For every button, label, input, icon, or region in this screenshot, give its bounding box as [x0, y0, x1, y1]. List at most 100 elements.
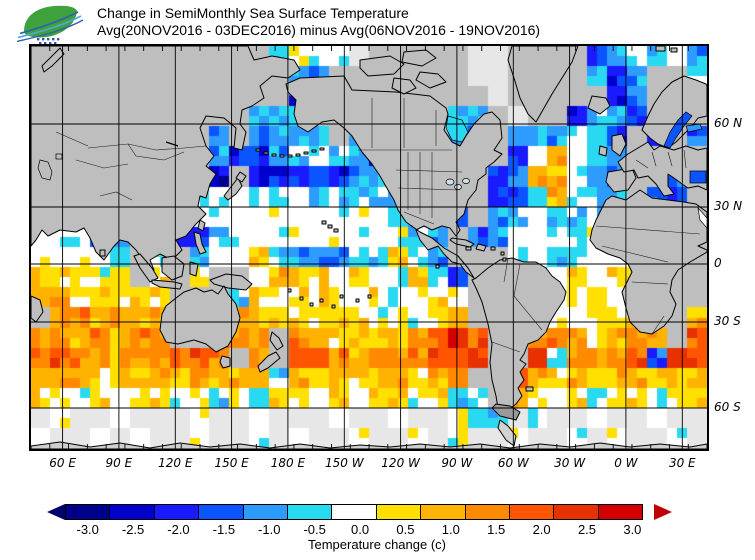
land-new-guinea — [209, 273, 253, 291]
land-uk — [611, 133, 627, 157]
lon-label: 180 E — [270, 456, 306, 470]
land-antarctic-peninsula — [497, 419, 517, 447]
land-europe — [617, 141, 707, 197]
land-arctic-island-3 — [415, 71, 447, 89]
colorbar-tick-label: 1.5 — [487, 522, 506, 537]
colorbar-segment — [153, 504, 200, 520]
land-taiwan — [197, 219, 206, 232]
lon-label: 90 W — [441, 456, 473, 470]
colorbar-segment — [375, 504, 422, 520]
lat-label: 30 N — [714, 199, 743, 213]
land-java — [151, 279, 183, 290]
colorbar-tick-label: 1.0 — [441, 522, 460, 537]
lon-label: 150 E — [214, 456, 249, 470]
colorbar-tick-label: -2.0 — [167, 522, 190, 537]
land-svalbard — [655, 46, 666, 52]
lon-label: 30 W — [554, 456, 586, 470]
great-lakes — [445, 178, 470, 190]
land-greenland — [507, 46, 579, 123]
lon-label: 0 W — [614, 456, 638, 470]
lon-label: 120 W — [381, 456, 420, 470]
land-pacific-islands — [287, 264, 440, 309]
land-hawaii — [321, 220, 339, 233]
noaa-leaf-logo — [16, 5, 84, 45]
colorbar-segment — [508, 504, 555, 520]
lake-baikal — [165, 141, 179, 147]
lon-label: 90 E — [105, 456, 133, 470]
colorbar-tick-label: -1.0 — [258, 522, 281, 537]
land-tierra-del-fuego — [491, 403, 521, 421]
land-antilles-1 — [500, 251, 505, 256]
baltic-sea-water — [663, 111, 693, 149]
land-japan — [223, 177, 243, 201]
land-arctic-island-2 — [401, 49, 437, 67]
land-borneo — [161, 255, 185, 281]
colorbar-segment — [198, 504, 244, 520]
title-line-1: Change in SemiMonthly Sea Surface Temper… — [97, 5, 409, 21]
title-line-2: Avg(20NOV2016 - 03DEC2016) minus Avg(06N… — [97, 22, 541, 38]
colorbar — [65, 504, 644, 520]
land-puerto-rico — [490, 246, 496, 251]
land-scandinavia — [641, 75, 707, 149]
wave-line-2 — [17, 15, 82, 39]
land-south-america — [471, 257, 567, 411]
colorbar-segment — [420, 504, 466, 520]
lat-label: 0 — [714, 256, 722, 270]
land-arctic-island-4 — [391, 77, 417, 95]
colorbar-segment — [331, 504, 377, 520]
colorbar-left-arrow — [47, 504, 65, 520]
wave-line-1 — [19, 11, 79, 35]
black-sea-water — [689, 170, 707, 184]
colorbar-tick-label: 3.0 — [623, 522, 642, 537]
land-sulawesi — [189, 261, 199, 277]
land-arctic-island-1 — [359, 55, 405, 77]
map-titles: Change in SemiMonthly Sea Surface Temper… — [97, 5, 540, 39]
land-hokkaido — [235, 171, 247, 183]
land-eurasia — [31, 46, 301, 271]
land-sri-lanka — [99, 249, 106, 257]
land-philippines — [193, 231, 207, 255]
leaf-shape — [24, 5, 77, 38]
lon-label: 60 E — [49, 456, 76, 470]
colorbar-segment — [109, 504, 155, 520]
red-sea-water — [697, 206, 707, 229]
land-novaya-zemlya — [41, 47, 65, 73]
land-antilles-2 — [502, 257, 507, 262]
colorbar-tick-label: 0.0 — [351, 522, 370, 537]
land-africa — [589, 189, 707, 335]
lat-label: 30 S — [714, 314, 741, 328]
land-australia — [159, 285, 241, 353]
colorbar-tick-label: 2.5 — [577, 522, 597, 537]
colorbar-tick-label: 0.5 — [396, 522, 415, 537]
land-iberia — [605, 167, 637, 193]
colorbar-tick-labels: -3.0 -2.5 -2.0 -1.5 -1.0 -0.5 0.0 0.5 1.0 1.5 2.0 2… — [65, 522, 655, 537]
map-frame — [29, 44, 709, 451]
land-jamaica — [465, 246, 472, 251]
colorbar-tick-label: -1.5 — [212, 522, 236, 537]
colorbar-right-arrow — [654, 504, 673, 520]
lon-label: 120 E — [158, 456, 193, 470]
logo-caption-marks — [37, 38, 60, 45]
graticule-layer — [31, 46, 707, 449]
gulf-of-finland-water — [685, 123, 703, 133]
land-ireland — [598, 145, 608, 157]
land-north-america — [285, 75, 503, 279]
lon-label: 60 W — [497, 456, 529, 470]
colorbar-tick-label: -3.0 — [76, 522, 99, 537]
land-aleutians — [255, 147, 325, 158]
land-hispaniola — [475, 243, 487, 252]
caspian-sea — [37, 159, 53, 181]
colorbar-segment — [65, 504, 111, 520]
colorbar-segment — [553, 504, 599, 520]
colorbar-segment — [597, 504, 644, 520]
land-iceland — [587, 95, 611, 115]
land-tasmania — [219, 355, 231, 369]
colorbar-tick-label: 2.0 — [532, 522, 551, 537]
land-cuba — [449, 237, 475, 248]
colorbar-tick-label: -2.5 — [121, 522, 145, 537]
land-sumatra — [133, 253, 159, 283]
wave-line-3 — [16, 19, 84, 43]
lon-label: 30 E — [668, 456, 696, 470]
lat-label: 60 N — [714, 116, 743, 130]
